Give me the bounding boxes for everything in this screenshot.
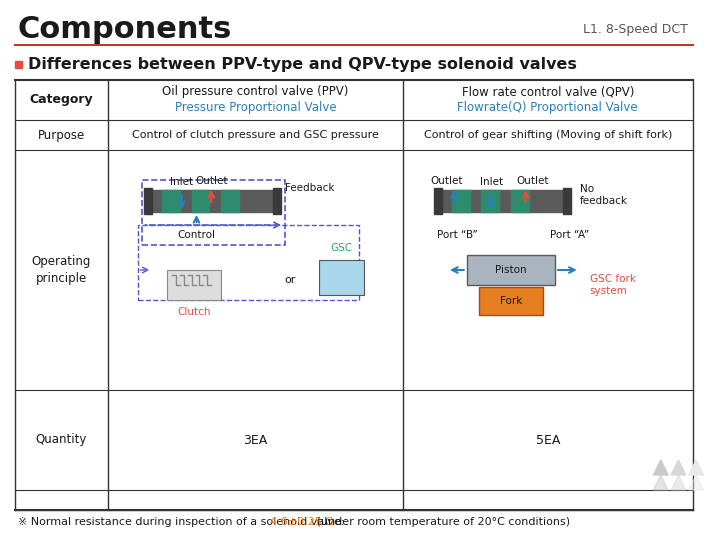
Text: Fork: Fork: [500, 296, 522, 306]
Text: Purpose: Purpose: [37, 129, 85, 141]
Text: Pressure Proportional Valve: Pressure Proportional Valve: [175, 102, 336, 114]
Text: Control: Control: [178, 230, 215, 240]
Bar: [482, 190, 499, 212]
Bar: [452, 190, 469, 212]
Bar: [437, 190, 565, 212]
Text: No
feedback: No feedback: [580, 184, 628, 206]
Text: Flowrate(Q) Proportional Valve: Flowrate(Q) Proportional Valve: [457, 102, 638, 114]
Text: GSC: GSC: [330, 243, 352, 253]
Text: ※ Normal resistance during inspection of a solenoid valve:: ※ Normal resistance during inspection of…: [18, 517, 348, 527]
Bar: [273, 188, 281, 214]
Text: Port “A”: Port “A”: [550, 230, 590, 240]
Text: Control of gear shifting (Moving of shift fork): Control of gear shifting (Moving of shif…: [423, 130, 672, 140]
Bar: [434, 188, 442, 214]
Text: Differences between PPV-type and QPV-type solenoid valves: Differences between PPV-type and QPV-typ…: [27, 57, 577, 72]
Text: Port “B”: Port “B”: [437, 230, 478, 240]
Bar: [320, 260, 364, 295]
Text: 4.6±0.25 Ω: 4.6±0.25 Ω: [270, 517, 334, 527]
Polygon shape: [689, 475, 703, 490]
Text: L1. 8-Speed DCT: L1. 8-Speed DCT: [583, 24, 688, 37]
Polygon shape: [671, 475, 686, 490]
Text: Outlet: Outlet: [195, 176, 228, 186]
Text: Oil pressure control valve (PPV): Oil pressure control valve (PPV): [162, 85, 348, 98]
Text: Feedback: Feedback: [285, 183, 334, 193]
Text: Piston: Piston: [495, 265, 527, 275]
Text: 3EA: 3EA: [243, 434, 268, 447]
Bar: [145, 188, 153, 214]
Text: Control of clutch pressure and GSC pressure: Control of clutch pressure and GSC press…: [132, 130, 379, 140]
Bar: [221, 190, 239, 212]
Text: (under room temperature of 20°C conditions): (under room temperature of 20°C conditio…: [312, 517, 570, 527]
Text: Operating
principle: Operating principle: [32, 255, 91, 285]
Text: 5EA: 5EA: [536, 434, 560, 447]
Bar: [511, 190, 528, 212]
Text: Outlet: Outlet: [516, 176, 549, 186]
Text: Quantity: Quantity: [36, 434, 87, 447]
Bar: [467, 255, 555, 285]
Text: Outlet: Outlet: [431, 176, 463, 186]
Bar: [148, 190, 275, 212]
Bar: [480, 287, 544, 315]
Text: GSC fork
system: GSC fork system: [590, 274, 636, 296]
Text: or: or: [284, 275, 295, 285]
Bar: [167, 270, 221, 300]
Text: Flow rate control valve (QPV): Flow rate control valve (QPV): [462, 85, 634, 98]
Bar: [14, 61, 22, 68]
Text: Inlet: Inlet: [480, 177, 503, 187]
Bar: [162, 190, 180, 212]
Bar: [192, 190, 210, 212]
Polygon shape: [671, 460, 686, 475]
Polygon shape: [689, 460, 703, 475]
Text: Category: Category: [30, 93, 93, 106]
Text: Clutch: Clutch: [178, 307, 211, 317]
Text: Inlet: Inlet: [170, 177, 194, 187]
Text: Components: Components: [18, 16, 232, 44]
Polygon shape: [653, 460, 668, 475]
Polygon shape: [653, 475, 668, 490]
Bar: [563, 188, 571, 214]
